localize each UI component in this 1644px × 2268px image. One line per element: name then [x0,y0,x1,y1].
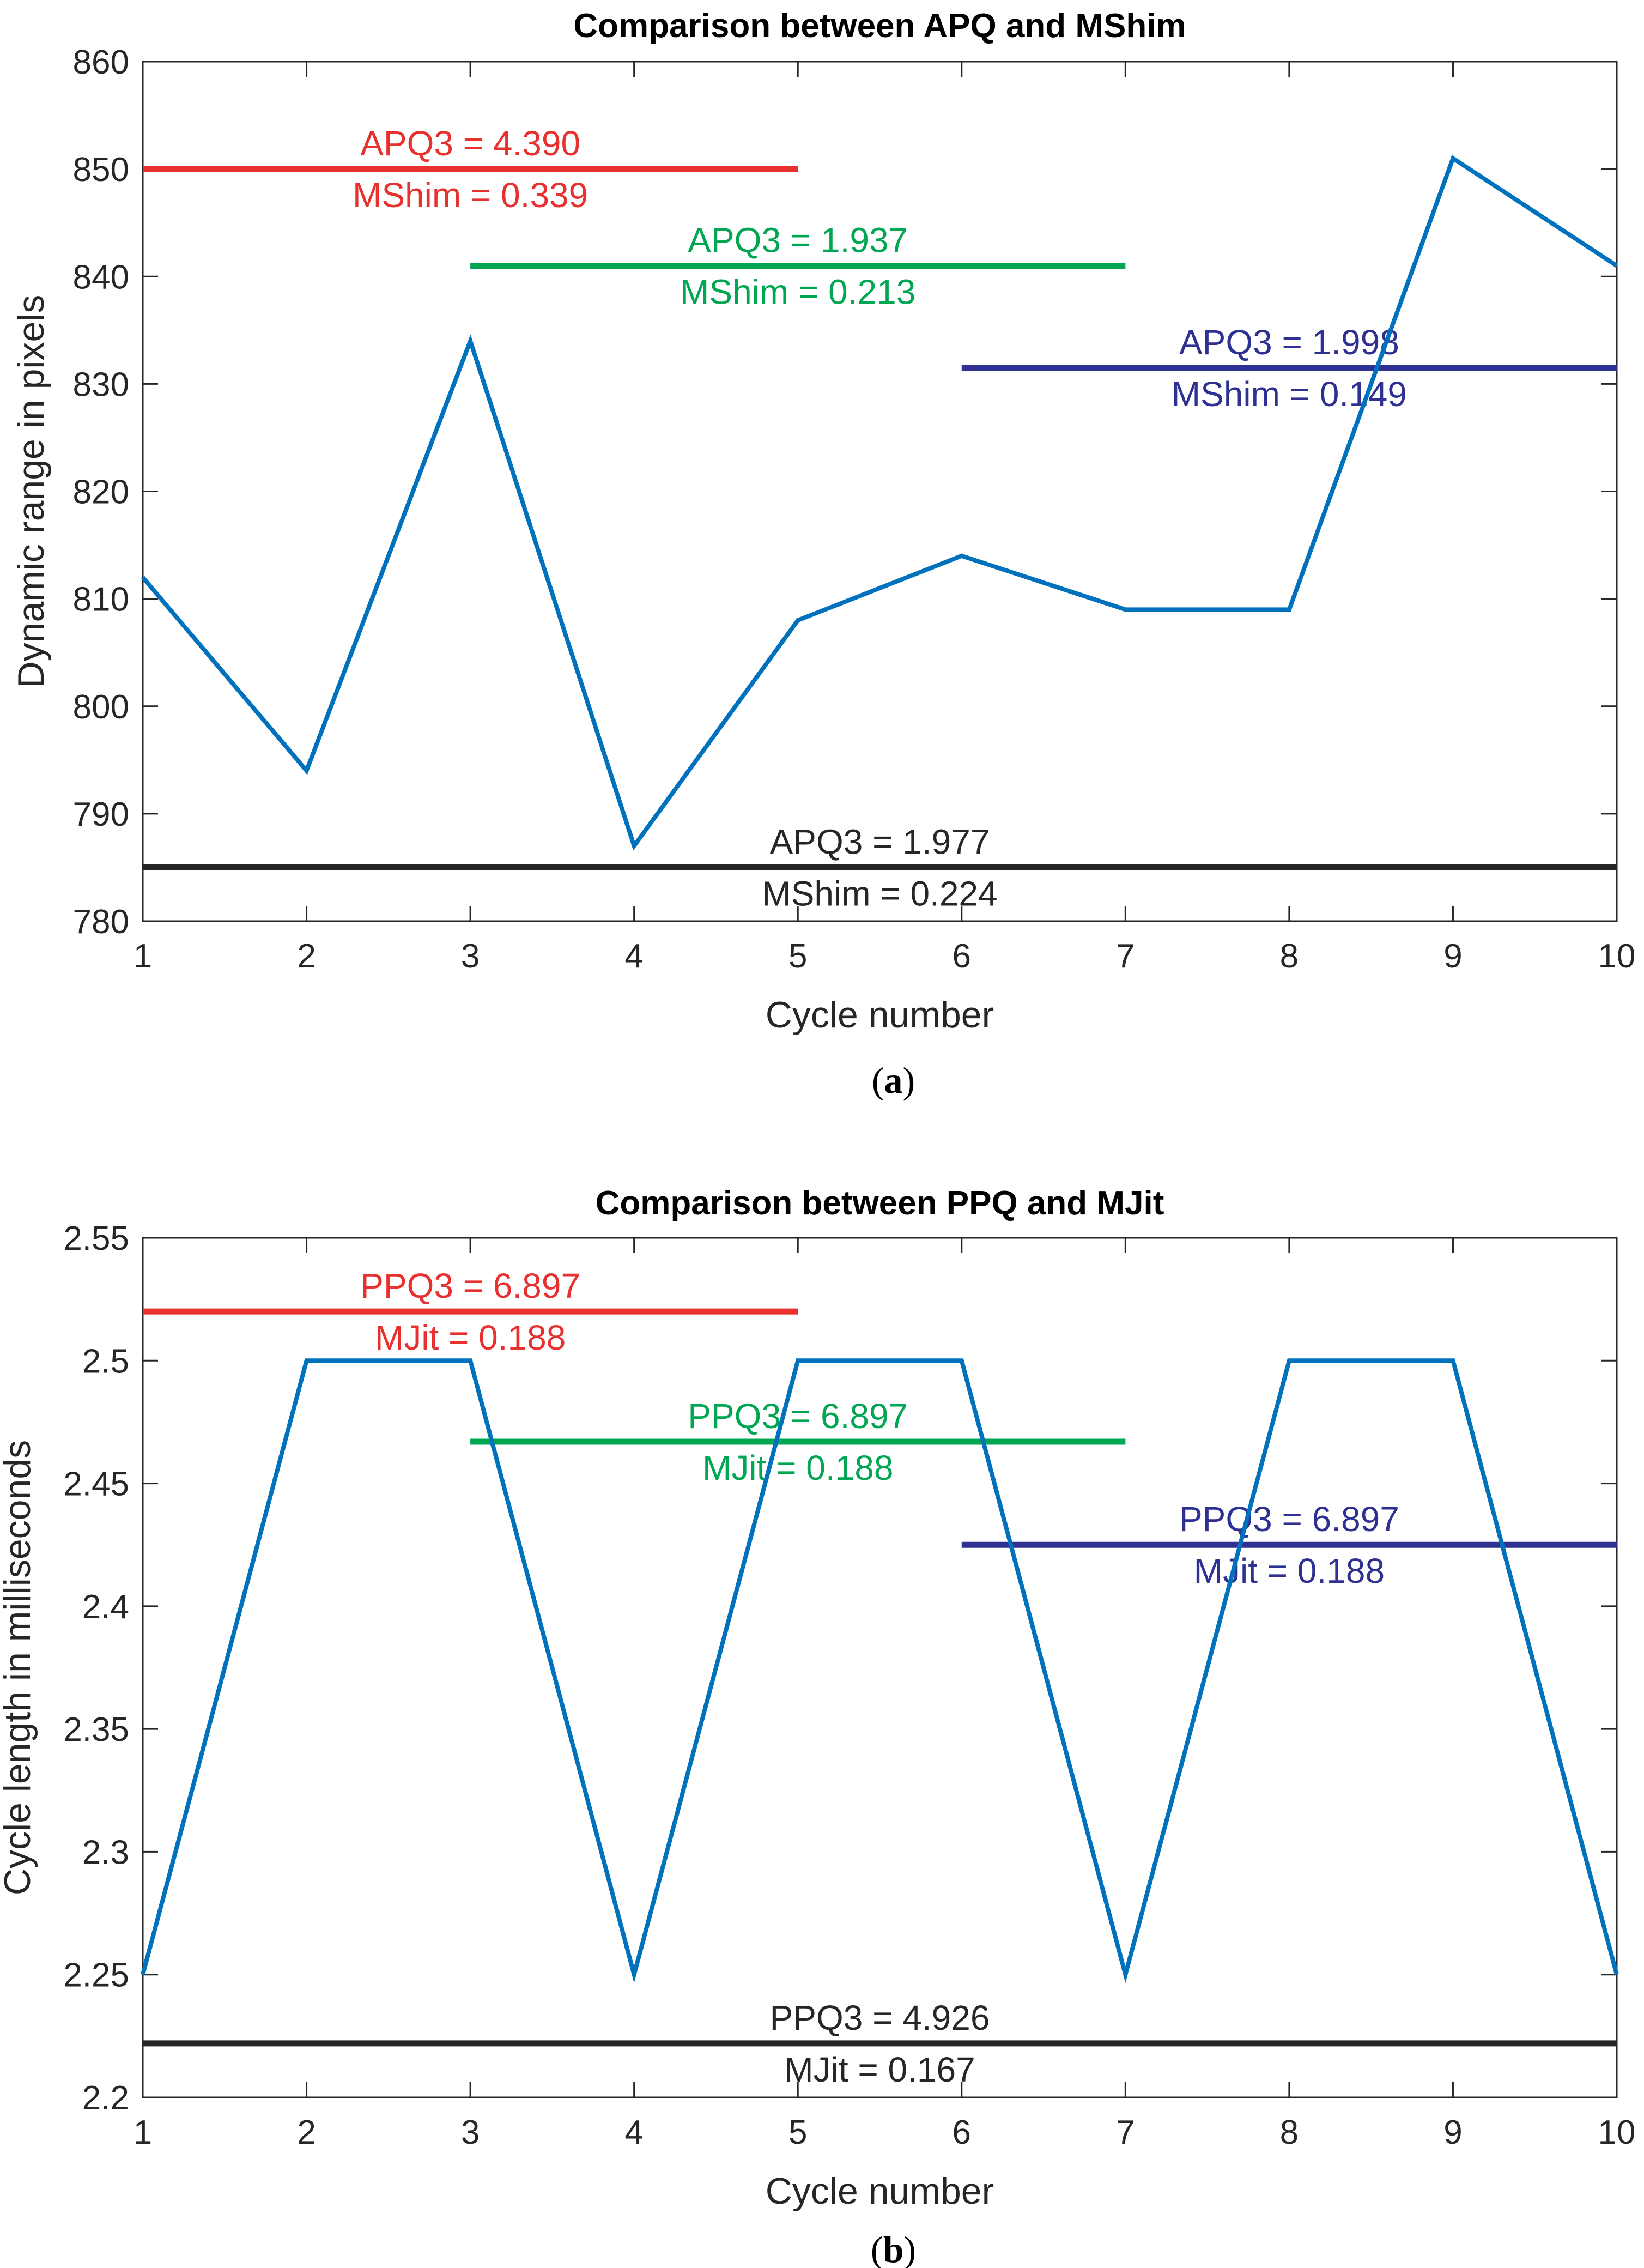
x-tick-label: 7 [1116,938,1135,975]
reference-label-top: APQ3 = 1.977 [770,822,990,861]
reference-label-bottom: MShim = 0.224 [762,874,997,913]
x-tick-label: 10 [1598,2114,1636,2151]
x-tick-label: 3 [461,2114,480,2151]
reference-label-bottom: MJit = 0.188 [375,1318,566,1357]
x-tick-label: 8 [1280,2114,1299,2151]
x-tick-label: 2 [297,938,316,975]
y-tick-label: 800 [73,688,129,726]
reference-label-top: APQ3 = 1.998 [1179,323,1399,362]
x-tick-label: 3 [461,938,480,975]
y-tick-label: 830 [73,366,129,403]
reference-label-bottom: MJit = 0.167 [784,2050,975,2089]
y-axis-label: Cycle length in milliseconds [0,1440,38,1895]
y-tick-label: 840 [73,258,129,296]
y-tick-label: 850 [73,151,129,189]
y-tick-label: 2.4 [82,1588,129,1626]
x-tick-label: 4 [624,2114,643,2151]
y-tick-label: 2.55 [63,1220,129,1257]
reference-label-top: APQ3 = 4.390 [360,124,580,163]
reference-label-bottom: MShim = 0.339 [353,176,588,215]
x-axis-label: Cycle number [766,994,994,1036]
y-tick-label: 780 [73,903,129,941]
series-line [141,1358,1619,1983]
reference-label-top: PPQ3 = 6.897 [1179,1499,1399,1539]
x-tick-label: 8 [1280,938,1299,975]
reference-label-top: APQ3 = 1.937 [688,221,908,260]
y-tick-label: 2.5 [82,1342,129,1380]
plot-area [142,61,1618,922]
x-tick-label: 10 [1598,938,1636,975]
reference-label-bottom: MJit = 0.188 [702,1448,893,1487]
y-tick-label: 2.2 [82,2079,129,2117]
reference-label-bottom: MShim = 0.213 [680,273,915,312]
y-tick-label: 2.3 [82,1834,129,1871]
panel-label: (b) [871,2229,916,2268]
x-tick-label: 5 [788,938,807,975]
series-line [141,155,1618,851]
y-tick-label: 790 [73,796,129,833]
x-tick-label: 9 [1443,938,1462,975]
x-tick-label: 1 [134,2114,152,2151]
panel-label: (a) [872,1060,915,1101]
y-axis-label: Dynamic range in pixels [10,295,52,688]
reference-label-bottom: MJit = 0.188 [1194,1551,1385,1590]
y-tick-label: 820 [73,474,129,511]
x-tick-label: 5 [788,2114,807,2151]
chart-panel-b: Comparison between PPQ and MJit 1 2 3 4 5 6 7 8 9… [0,1184,1635,2268]
reference-label-top: PPQ3 = 6.897 [360,1266,580,1305]
y-tick-label: 2.45 [63,1466,129,1503]
reference-label-top: PPQ3 = 6.897 [688,1396,908,1436]
y-tick-label: 860 [73,44,129,81]
x-tick-label: 7 [1116,2114,1135,2151]
x-tick-label: 2 [297,2114,316,2151]
x-tick-label: 6 [953,938,971,975]
x-tick-label: 1 [134,938,152,975]
y-tick-label: 2.25 [63,1957,129,1994]
x-axis-label: Cycle number [766,2170,994,2212]
x-tick-label: 4 [624,938,643,975]
chart-title: Comparison between APQ and MShim [573,7,1186,45]
reference-label-top: PPQ3 = 4.926 [770,1998,990,2037]
x-tick-label: 9 [1443,2114,1462,2151]
plot-area [142,1237,1618,2098]
y-tick-label: 810 [73,581,129,619]
chart-title: Comparison between PPQ and MJit [596,1184,1164,1222]
x-tick-label: 6 [953,2114,971,2151]
y-tick-label: 2.35 [63,1711,129,1749]
